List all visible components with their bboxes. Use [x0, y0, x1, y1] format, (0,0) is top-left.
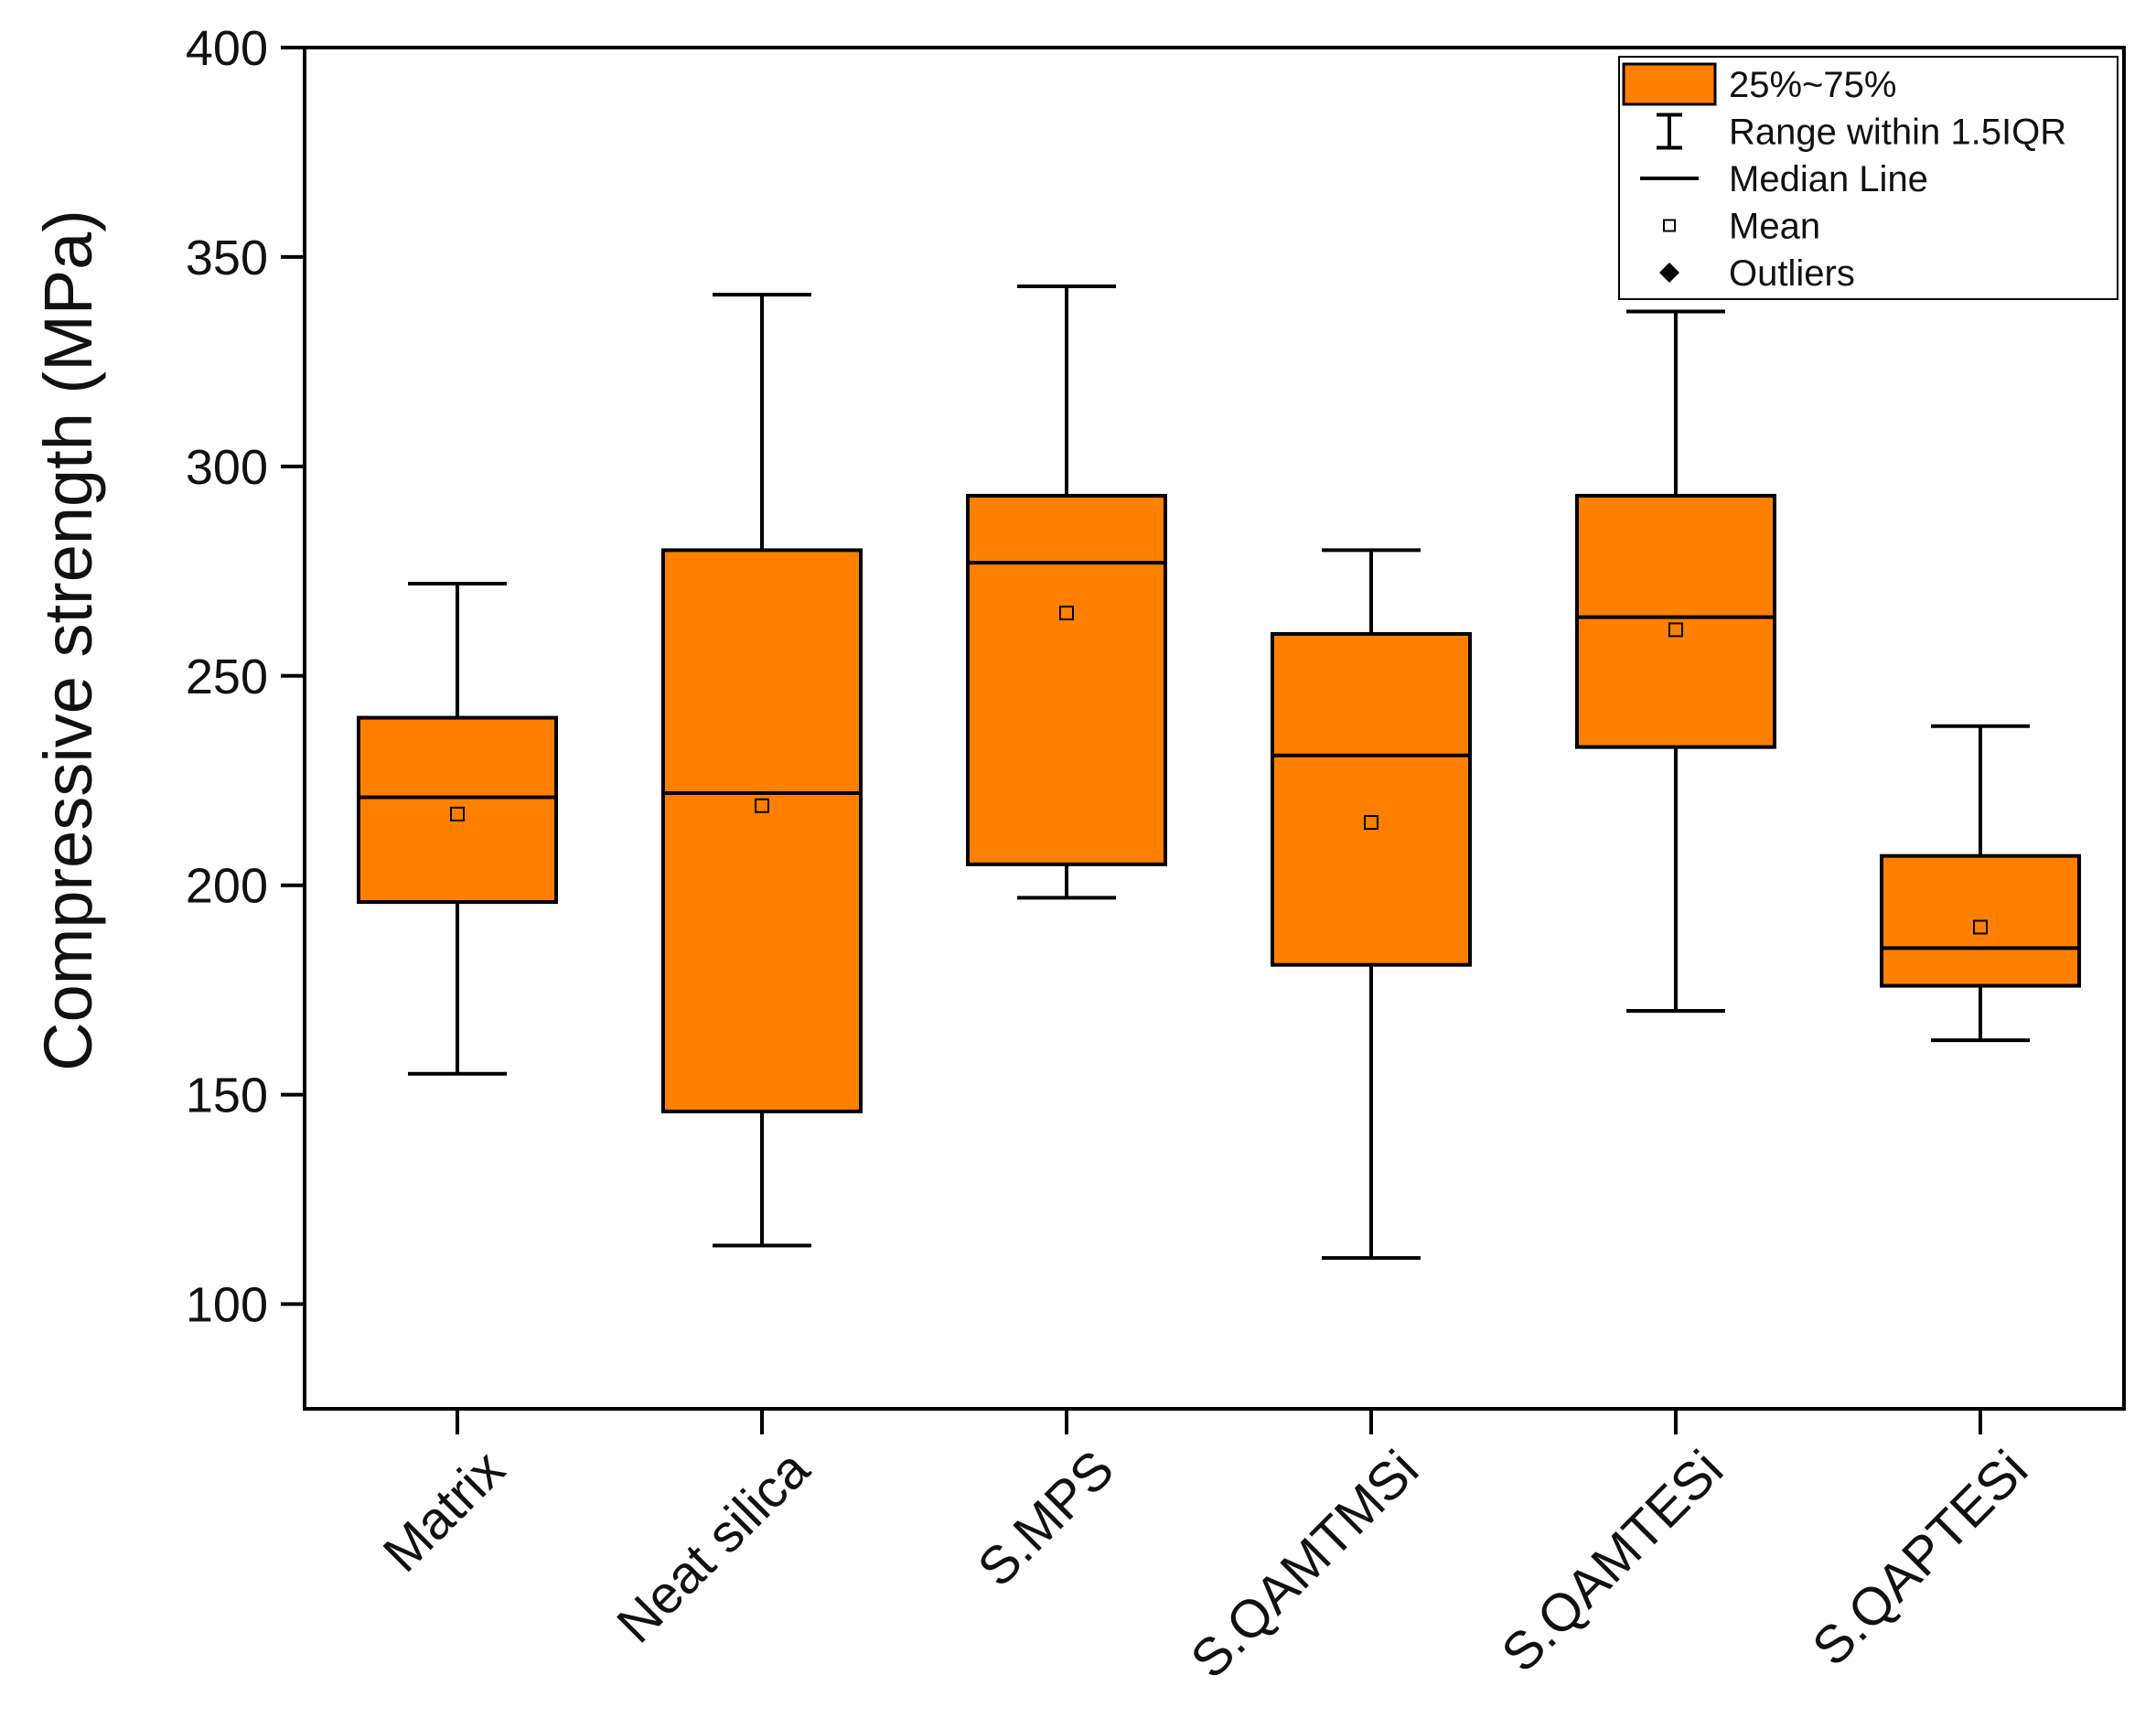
x-axis: Matrix Neat silica S.MPS S.QAMTMSi S.QAMTESi… — [372, 1409, 2039, 1690]
legend-label: Outliers — [1729, 253, 1855, 294]
box-iqr — [1271, 631, 1472, 967]
x-tick-label: Matrix — [372, 1439, 517, 1584]
box-iqr — [661, 548, 863, 1113]
mean-marker — [1059, 606, 1074, 621]
box-group — [966, 284, 1167, 900]
mean-marker — [1668, 622, 1683, 638]
x-tick-label: S.QAMTMSi — [1179, 1439, 1430, 1690]
box-group — [661, 293, 863, 1248]
y-axis: 100 150 200 250 300 350 400 — [186, 21, 305, 1333]
mean-marker — [450, 806, 465, 822]
y-tick-label: 300 — [186, 440, 268, 495]
mean-marker — [1364, 815, 1378, 831]
plot-area-border — [303, 46, 2126, 1411]
legend: 25%~75% Range within 1.5IQR Median Line Mea… — [1618, 56, 2118, 300]
legend-mean-symbol — [1663, 219, 1676, 232]
x-tick-label: S.QAMTESi — [1490, 1439, 1734, 1683]
y-tick-label: 350 — [186, 231, 268, 285]
box-iqr — [1575, 493, 1776, 749]
legend-entry: Outliers — [1659, 253, 1855, 294]
box-group — [1880, 724, 2081, 1043]
y-tick-label: 400 — [186, 21, 268, 76]
boxes — [357, 284, 2081, 1261]
legend-entry: Range within 1.5IQR — [1657, 113, 2066, 153]
legend-entry: Mean — [1663, 207, 1820, 247]
legend-label: 25%~75% — [1729, 65, 1896, 105]
legend-label: Mean — [1729, 207, 1820, 247]
x-tick-label: S.MPS — [967, 1439, 1126, 1598]
y-tick-label: 100 — [186, 1278, 268, 1333]
plot-frame — [303, 46, 2126, 1411]
box-group — [1575, 309, 1776, 1014]
box-iqr — [357, 715, 558, 905]
x-tick-label: S.QAPTESi — [1801, 1439, 2039, 1677]
y-axis-title: Compressive strength (MPa) — [30, 209, 106, 1071]
x-tick-label: Neat silica — [606, 1439, 821, 1655]
legend-label: Range within 1.5IQR — [1729, 113, 2066, 153]
legend-entry: 25%~75% — [1622, 62, 1896, 106]
legend-entry: Median Line — [1640, 159, 1928, 199]
y-tick-label: 200 — [186, 859, 268, 914]
legend-label: Median Line — [1729, 159, 1928, 199]
box-iqr — [966, 493, 1167, 866]
y-tick-label: 150 — [186, 1069, 268, 1123]
legend-box-swatch — [1622, 62, 1717, 106]
y-tick-label: 250 — [186, 650, 268, 704]
box-group — [357, 582, 558, 1076]
legend-outlier-symbol — [1659, 263, 1679, 283]
mean-marker — [755, 798, 769, 813]
mean-marker — [1973, 919, 1988, 935]
box-group — [1271, 548, 1472, 1261]
